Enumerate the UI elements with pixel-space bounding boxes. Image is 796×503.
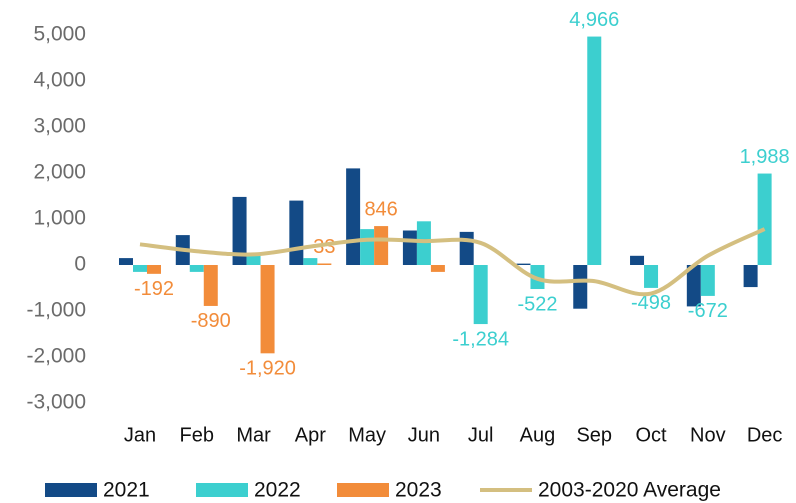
bar xyxy=(416,221,431,265)
y-tick-label: -3,000 xyxy=(26,391,86,414)
legend-swatch xyxy=(196,483,248,497)
x-tick-label: Oct xyxy=(635,424,667,446)
bar xyxy=(459,231,474,265)
bar xyxy=(516,263,531,265)
y-tick-label: 1,000 xyxy=(33,207,86,230)
x-tick-label: Jan xyxy=(124,424,156,446)
bar xyxy=(317,263,332,265)
legend-label: 2021 xyxy=(103,479,150,502)
bar xyxy=(700,265,715,296)
bar xyxy=(289,200,304,265)
y-tick-label: -1,000 xyxy=(26,299,86,322)
legend-swatch xyxy=(45,483,97,497)
data-label: -1,920 xyxy=(239,358,296,380)
y-tick-label: -2,000 xyxy=(26,345,86,368)
x-tick-label: Dec xyxy=(747,424,783,446)
data-label: -522 xyxy=(517,293,557,315)
bar xyxy=(686,265,701,307)
legend-label: 2003-2020 Average xyxy=(538,479,721,502)
x-tick-label: Sep xyxy=(576,424,612,446)
bar xyxy=(189,265,204,272)
bar xyxy=(630,255,645,265)
bar xyxy=(644,265,659,288)
legend-swatch xyxy=(337,483,389,497)
bar xyxy=(346,168,361,265)
data-label: -498 xyxy=(631,292,671,314)
average-line xyxy=(139,227,766,297)
bar xyxy=(146,265,161,274)
bar xyxy=(374,226,389,265)
x-tick-label: May xyxy=(348,424,386,446)
y-tick-label: 2,000 xyxy=(33,161,86,184)
data-label: -192 xyxy=(134,278,174,300)
bar xyxy=(132,265,147,272)
y-tick-label: 4,000 xyxy=(33,69,86,92)
bar xyxy=(360,229,375,265)
data-label: -890 xyxy=(191,310,231,332)
legend-label: 2022 xyxy=(254,479,301,502)
bar xyxy=(260,265,275,354)
bar xyxy=(203,265,218,306)
data-label: 846 xyxy=(364,198,397,220)
x-tick-label: Mar xyxy=(236,424,271,446)
bar xyxy=(473,265,488,325)
x-tick-label: Apr xyxy=(295,424,326,446)
y-tick-label: 3,000 xyxy=(33,115,86,138)
x-tick-label: Nov xyxy=(690,424,726,446)
bar xyxy=(118,258,133,265)
data-label: 1,988 xyxy=(740,146,790,168)
x-tick-label: Feb xyxy=(180,424,214,446)
bar xyxy=(246,255,261,265)
bar xyxy=(430,265,445,272)
y-tick-label: 0 xyxy=(74,253,86,276)
bar xyxy=(743,265,758,288)
bar xyxy=(587,36,602,266)
data-label: -1,284 xyxy=(452,328,509,350)
legend-label: 2023 xyxy=(395,479,442,502)
y-tick-label: 5,000 xyxy=(33,23,86,46)
bar xyxy=(573,265,588,309)
data-label: 33 xyxy=(313,236,335,258)
data-label: 4,966 xyxy=(569,9,619,31)
bar xyxy=(402,230,417,265)
bar xyxy=(303,258,318,265)
bar xyxy=(232,196,247,265)
bar xyxy=(757,173,772,265)
data-label: -672 xyxy=(688,300,728,322)
x-tick-label: Jun xyxy=(408,424,440,446)
x-tick-label: Jul xyxy=(468,424,494,446)
x-tick-label: Aug xyxy=(520,424,556,446)
